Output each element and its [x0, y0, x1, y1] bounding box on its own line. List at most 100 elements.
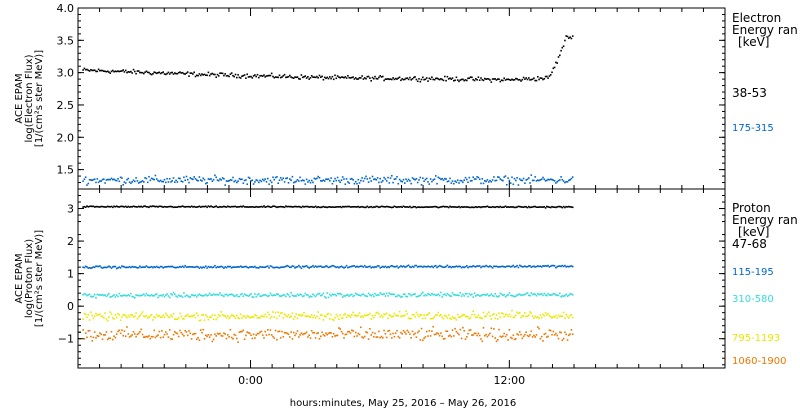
data-point — [498, 176, 500, 179]
data-point — [92, 266, 95, 268]
data-point — [105, 318, 108, 320]
data-point — [394, 178, 397, 180]
data-point — [345, 178, 348, 180]
data-point — [252, 333, 255, 336]
data-point — [326, 292, 328, 294]
data-point — [464, 79, 467, 81]
data-point — [533, 265, 535, 267]
data-point — [241, 178, 243, 181]
data-point — [361, 315, 363, 317]
data-point — [296, 206, 299, 208]
data-point — [387, 266, 389, 268]
data-point — [374, 332, 376, 335]
data-point — [531, 265, 534, 268]
data-point — [373, 206, 375, 208]
data-point — [418, 179, 420, 181]
data-point — [467, 77, 469, 80]
data-point — [157, 334, 159, 336]
data-point — [392, 77, 394, 79]
data-point — [86, 294, 88, 297]
data-point — [544, 294, 547, 296]
data-point — [325, 332, 327, 334]
data-point — [225, 293, 228, 296]
data-point — [126, 294, 128, 297]
data-point — [185, 205, 188, 208]
data-point — [183, 335, 185, 337]
data-point — [513, 177, 516, 180]
data-point — [427, 313, 429, 316]
data-point — [564, 39, 566, 42]
data-point — [263, 179, 265, 182]
data-point — [180, 295, 183, 297]
data-point — [491, 314, 494, 316]
data-point — [463, 79, 465, 82]
data-point — [242, 182, 245, 184]
data-point — [431, 180, 433, 183]
data-point — [338, 76, 340, 78]
data-point — [440, 206, 442, 208]
data-point — [489, 265, 491, 267]
data-point — [459, 79, 462, 81]
data-point — [433, 265, 436, 267]
data-point — [215, 76, 217, 78]
data-point — [329, 180, 331, 182]
data-point — [252, 266, 255, 269]
data-point — [201, 267, 203, 269]
data-point — [425, 77, 428, 79]
data-point — [329, 332, 331, 334]
data-point — [528, 294, 530, 297]
data-point — [307, 76, 309, 78]
data-point — [221, 313, 224, 316]
data-point — [193, 176, 195, 178]
data-point — [131, 314, 133, 316]
data-point — [303, 206, 305, 208]
data-point — [86, 316, 88, 319]
data-point — [444, 314, 446, 317]
data-point — [353, 265, 356, 267]
data-point — [291, 175, 294, 178]
data-point — [127, 266, 130, 269]
data-point — [361, 293, 363, 296]
data-point — [560, 49, 562, 52]
data-point — [500, 293, 503, 295]
data-point — [371, 76, 374, 79]
data-point — [252, 75, 255, 77]
data-point — [374, 266, 376, 268]
data-point — [571, 333, 574, 335]
data-point — [376, 205, 379, 208]
data-point — [143, 293, 145, 295]
data-point — [313, 266, 316, 268]
series-47-68 — [82, 205, 574, 209]
data-point — [422, 266, 424, 268]
data-point — [82, 293, 84, 296]
data-point — [202, 266, 204, 268]
data-point — [438, 177, 441, 180]
data-point — [202, 295, 204, 297]
data-point — [357, 294, 360, 296]
data-point — [387, 205, 389, 208]
data-point — [193, 294, 195, 297]
data-point — [223, 178, 225, 180]
data-point — [331, 293, 334, 296]
data-point — [193, 314, 195, 316]
data-point — [481, 206, 484, 208]
data-point — [219, 315, 221, 317]
data-point — [117, 206, 119, 208]
data-point — [404, 78, 406, 81]
data-point — [286, 177, 288, 179]
data-point — [405, 295, 407, 298]
data-point — [115, 70, 118, 73]
data-point — [402, 293, 405, 295]
data-point — [475, 295, 477, 297]
data-point — [367, 265, 370, 268]
data-point — [211, 180, 214, 182]
data-point — [109, 337, 111, 340]
data-point — [551, 71, 553, 74]
data-point — [571, 316, 574, 319]
data-point — [374, 206, 376, 208]
data-point — [414, 316, 416, 318]
data-point — [500, 179, 503, 181]
data-point — [340, 179, 343, 181]
data-point — [166, 333, 168, 335]
data-point — [97, 181, 100, 184]
